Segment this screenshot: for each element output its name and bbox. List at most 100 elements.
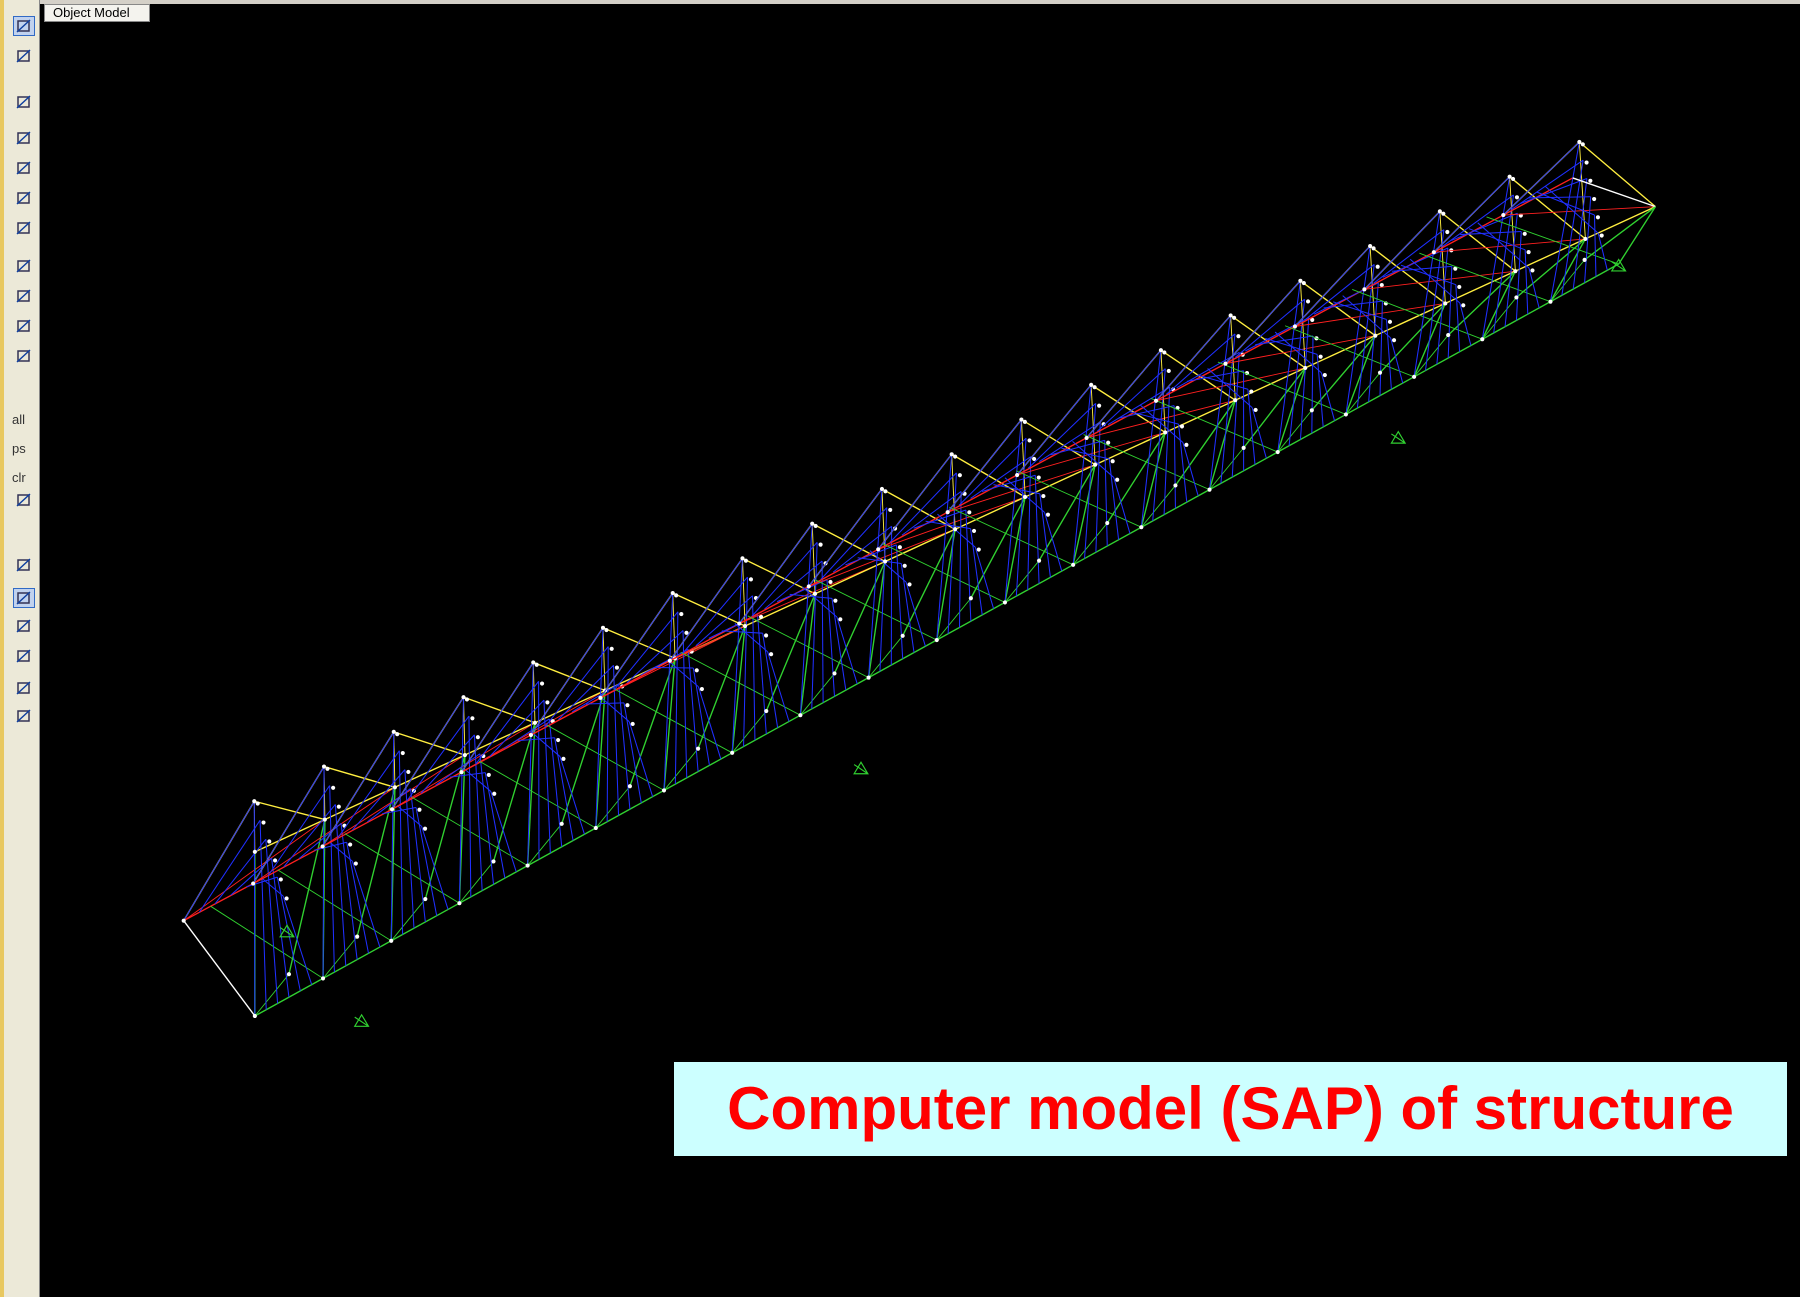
joint [1085, 436, 1089, 440]
joint [1441, 212, 1445, 216]
member [603, 628, 605, 691]
joint [1373, 334, 1377, 338]
member [959, 438, 1026, 505]
joint [1583, 258, 1587, 262]
joint [1046, 513, 1050, 517]
joint [1530, 268, 1534, 272]
member [1087, 350, 1161, 438]
joint [740, 556, 744, 560]
joint [1508, 175, 1512, 179]
joint [1254, 408, 1258, 412]
joint [1071, 563, 1075, 567]
member [289, 820, 325, 975]
joint [325, 767, 329, 771]
member [184, 801, 255, 920]
joint [1180, 424, 1184, 428]
joint [1003, 600, 1007, 604]
joint [1139, 525, 1143, 529]
member [832, 598, 846, 690]
joint [1106, 441, 1110, 445]
joint [1443, 301, 1447, 305]
member [903, 529, 955, 636]
member [1312, 336, 1313, 433]
joint [598, 696, 602, 700]
member [255, 820, 325, 852]
member [352, 861, 379, 947]
member [1210, 448, 1244, 490]
joint [935, 638, 939, 642]
joint [674, 593, 678, 597]
joint [810, 522, 814, 526]
member [732, 626, 745, 753]
member [1105, 440, 1108, 546]
joint [1457, 285, 1461, 289]
joint [662, 788, 666, 792]
joint [1229, 313, 1233, 317]
member [1550, 260, 1584, 302]
member [1005, 561, 1039, 603]
joint [323, 817, 327, 821]
member [215, 839, 266, 904]
member [1317, 354, 1323, 427]
joint [1236, 334, 1240, 338]
joint [256, 801, 260, 805]
member [1579, 142, 1585, 239]
joint [1310, 408, 1314, 412]
member [869, 489, 882, 678]
joint [417, 808, 421, 812]
joint [457, 901, 461, 905]
joint [1376, 265, 1380, 269]
member [1109, 459, 1118, 540]
joint [764, 709, 768, 713]
member [1045, 512, 1062, 571]
joint [833, 599, 837, 603]
joint [395, 732, 399, 736]
member [560, 757, 584, 835]
joint [1154, 399, 1158, 403]
joint [461, 695, 465, 699]
joint [321, 976, 325, 980]
joint [1380, 283, 1384, 287]
member [1419, 253, 1550, 301]
joint [1412, 375, 1416, 379]
member [902, 491, 961, 535]
joint [1032, 457, 1036, 461]
joint [876, 547, 880, 551]
joint [354, 861, 358, 865]
joint [1585, 160, 1589, 164]
member [654, 667, 693, 668]
member [735, 623, 768, 651]
joint [1511, 177, 1515, 181]
member [531, 628, 603, 735]
member [382, 807, 416, 813]
joint [1207, 488, 1211, 492]
member [1073, 465, 1095, 565]
joint [287, 972, 291, 976]
support [355, 1015, 369, 1026]
joint [1514, 295, 1518, 299]
joint [679, 612, 683, 616]
joint [392, 730, 396, 734]
joint [1438, 209, 1442, 213]
window-tab[interactable]: Object Model [44, 4, 150, 22]
member [1295, 246, 1370, 326]
joint [604, 628, 608, 632]
member [1598, 233, 1607, 270]
joint [628, 784, 632, 788]
joint [531, 660, 535, 664]
support [1391, 432, 1405, 443]
joint [838, 617, 842, 621]
joint [1302, 281, 1306, 285]
joint [1298, 279, 1302, 283]
member [399, 751, 402, 935]
joint [1037, 559, 1041, 563]
joint [556, 738, 560, 742]
joint [1548, 300, 1552, 304]
joint [814, 524, 818, 528]
member [1005, 420, 1021, 603]
member [330, 785, 335, 972]
member [1231, 315, 1306, 367]
joint [888, 508, 892, 512]
member [596, 786, 630, 828]
joint [1388, 320, 1392, 324]
